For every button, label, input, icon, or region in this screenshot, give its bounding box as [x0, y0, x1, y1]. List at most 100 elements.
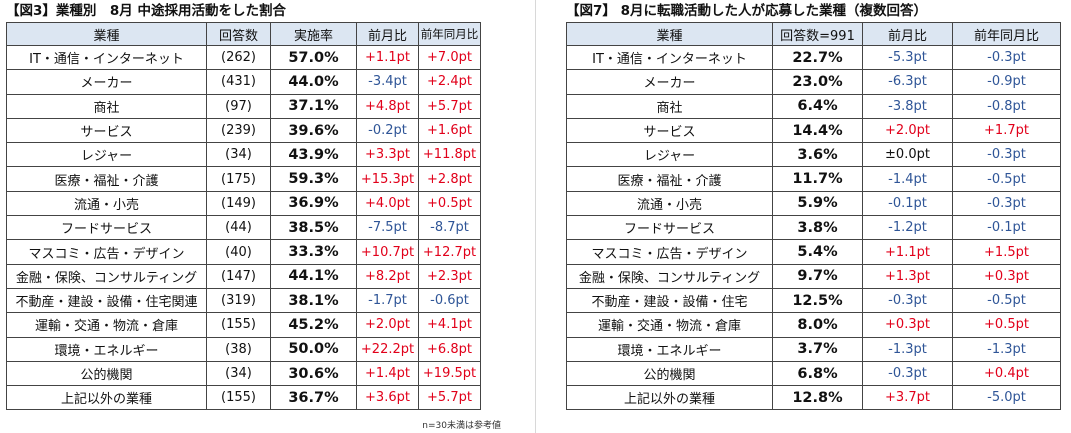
yoy-cell: -0.5pt: [952, 287, 1061, 314]
table-row: 運輸・交通・物流・倉庫 (155) 45.2% +2.0pt +4.1pt: [6, 312, 481, 338]
industry-cell: 金融・保険、コンサルティング: [6, 263, 207, 289]
count-cell: (262): [206, 44, 271, 71]
col-header-count: 回答数: [206, 22, 271, 46]
rate-cell: 37.1%: [270, 93, 357, 119]
rate-cell: 33.3%: [270, 239, 357, 265]
industry-cell: 流通・小売: [6, 190, 207, 217]
mom-cell: -5.3pt: [862, 44, 953, 71]
rate-cell: 3.8%: [772, 215, 863, 241]
table-row: 商社 6.4% -3.8pt -0.8pt: [566, 93, 1061, 119]
table-row: レジャー 3.6% ±0.0pt -0.3pt: [566, 142, 1061, 168]
yoy-cell: -0.1pt: [952, 215, 1061, 241]
yoy-cell: +5.7pt: [418, 385, 481, 411]
industry-cell: 運輸・交通・物流・倉庫: [566, 312, 773, 338]
left-table: 業種 回答数 実施率 前月比 前年同月比 IT・通信・インターネット (262) 5…: [6, 22, 481, 411]
mom-cell: ±0.0pt: [862, 142, 953, 168]
right-table: 業種 回答数=991 前月比 前年同月比 IT・通信・インターネット 22.7% -…: [566, 22, 1061, 411]
count-cell: (149): [206, 190, 271, 217]
table-row: サービス (239) 39.6% -0.2pt +1.6pt: [6, 117, 481, 144]
table-row: 流通・小売 5.9% -0.1pt -0.3pt: [566, 190, 1061, 217]
mom-cell: +1.1pt: [356, 44, 419, 71]
table-row: マスコミ・広告・デザイン (40) 33.3% +10.7pt +12.7pt: [6, 239, 481, 265]
yoy-cell: -0.3pt: [952, 190, 1061, 217]
table-row: 環境・エネルギー (38) 50.0% +22.2pt +6.8pt: [6, 336, 481, 362]
industry-cell: 医療・福祉・介護: [6, 166, 207, 192]
yoy-cell: +4.1pt: [418, 312, 481, 338]
rate-cell: 3.7%: [772, 336, 863, 362]
mom-cell: +1.1pt: [862, 239, 953, 265]
yoy-cell: -0.8pt: [952, 93, 1061, 119]
yoy-cell: -8.7pt: [418, 215, 481, 241]
rate-cell: 30.6%: [270, 360, 357, 387]
rate-cell: 44.1%: [270, 263, 357, 289]
rate-cell: 12.5%: [772, 287, 863, 314]
mom-cell: -6.3pt: [862, 69, 953, 95]
mom-cell: +3.7pt: [862, 385, 953, 411]
yoy-cell: +2.8pt: [418, 166, 481, 192]
rate-cell: 59.3%: [270, 166, 357, 192]
yoy-cell: +1.6pt: [418, 117, 481, 144]
industry-cell: 運輸・交通・物流・倉庫: [6, 312, 207, 338]
table-row: フードサービス 3.8% -1.2pt -0.1pt: [566, 215, 1061, 241]
count-cell: (155): [206, 385, 271, 411]
mom-cell: +1.4pt: [356, 360, 419, 387]
industry-cell: 公的機関: [6, 360, 207, 387]
yoy-cell: -0.3pt: [952, 44, 1061, 71]
yoy-cell: -0.5pt: [952, 166, 1061, 192]
count-cell: (38): [206, 336, 271, 362]
mom-cell: -0.2pt: [356, 117, 419, 144]
mom-cell: +4.0pt: [356, 190, 419, 217]
col-header-industry: 業種: [566, 22, 773, 46]
col-header-yoy: 前年同月比: [418, 22, 481, 46]
rate-cell: 3.6%: [772, 142, 863, 168]
rate-cell: 5.9%: [772, 190, 863, 217]
industry-cell: 流通・小売: [566, 190, 773, 217]
industry-cell: フードサービス: [566, 215, 773, 241]
industry-cell: 公的機関: [566, 360, 773, 387]
table-row: 医療・福祉・介護 (175) 59.3% +15.3pt +2.8pt: [6, 166, 481, 192]
industry-cell: IT・通信・インターネット: [6, 44, 207, 71]
mom-cell: -0.3pt: [862, 360, 953, 387]
rate-cell: 38.5%: [270, 215, 357, 241]
industry-cell: 商社: [566, 93, 773, 119]
mom-cell: +15.3pt: [356, 166, 419, 192]
table-row: 不動産・建設・設備・住宅関連 (319) 38.1% -1.7pt -0.6pt: [6, 287, 481, 314]
rate-cell: 50.0%: [270, 336, 357, 362]
right-header-row: 業種 回答数=991 前月比 前年同月比: [566, 22, 1061, 46]
table-row: 公的機関 (34) 30.6% +1.4pt +19.5pt: [6, 360, 481, 387]
rate-cell: 6.8%: [772, 360, 863, 387]
yoy-cell: +2.4pt: [418, 69, 481, 95]
mom-cell: -7.5pt: [356, 215, 419, 241]
industry-cell: 不動産・建設・設備・住宅関連: [6, 287, 207, 314]
table-row: 運輸・交通・物流・倉庫 8.0% +0.3pt +0.5pt: [566, 312, 1061, 338]
table-row: 環境・エネルギー 3.7% -1.3pt -1.3pt: [566, 336, 1061, 362]
industry-cell: メーカー: [6, 69, 207, 95]
rate-cell: 12.8%: [772, 385, 863, 411]
yoy-cell: -0.6pt: [418, 287, 481, 314]
table-row: 医療・福祉・介護 11.7% -1.4pt -0.5pt: [566, 166, 1061, 192]
mom-cell: +4.8pt: [356, 93, 419, 119]
mom-cell: -0.1pt: [862, 190, 953, 217]
col-header-industry: 業種: [6, 22, 207, 46]
mom-cell: +0.3pt: [862, 312, 953, 338]
table-row: 金融・保険、コンサルティング 9.7% +1.3pt +0.3pt: [566, 263, 1061, 289]
rate-cell: 6.4%: [772, 93, 863, 119]
table-row: IT・通信・インターネット (262) 57.0% +1.1pt +7.0pt: [6, 44, 481, 71]
industry-cell: 商社: [6, 93, 207, 119]
industry-cell: メーカー: [566, 69, 773, 95]
industry-cell: 医療・福祉・介護: [566, 166, 773, 192]
yoy-cell: +19.5pt: [418, 360, 481, 387]
left-title: 【図3】業種別 8月 中途採用活動をした割合: [6, 3, 286, 19]
col-header-rate: 実施率: [270, 22, 357, 46]
mom-cell: +1.3pt: [862, 263, 953, 289]
mom-cell: -1.3pt: [862, 336, 953, 362]
rate-cell: 5.4%: [772, 239, 863, 265]
yoy-cell: +11.8pt: [418, 142, 481, 168]
table-row: フードサービス (44) 38.5% -7.5pt -8.7pt: [6, 215, 481, 241]
rate-cell: 38.1%: [270, 287, 357, 314]
table-row: マスコミ・広告・デザイン 5.4% +1.1pt +1.5pt: [566, 239, 1061, 265]
yoy-cell: -1.3pt: [952, 336, 1061, 362]
rate-cell: 43.9%: [270, 142, 357, 168]
mom-cell: -3.8pt: [862, 93, 953, 119]
table-row: 上記以外の業種 (155) 36.7% +3.6pt +5.7pt: [6, 385, 481, 411]
